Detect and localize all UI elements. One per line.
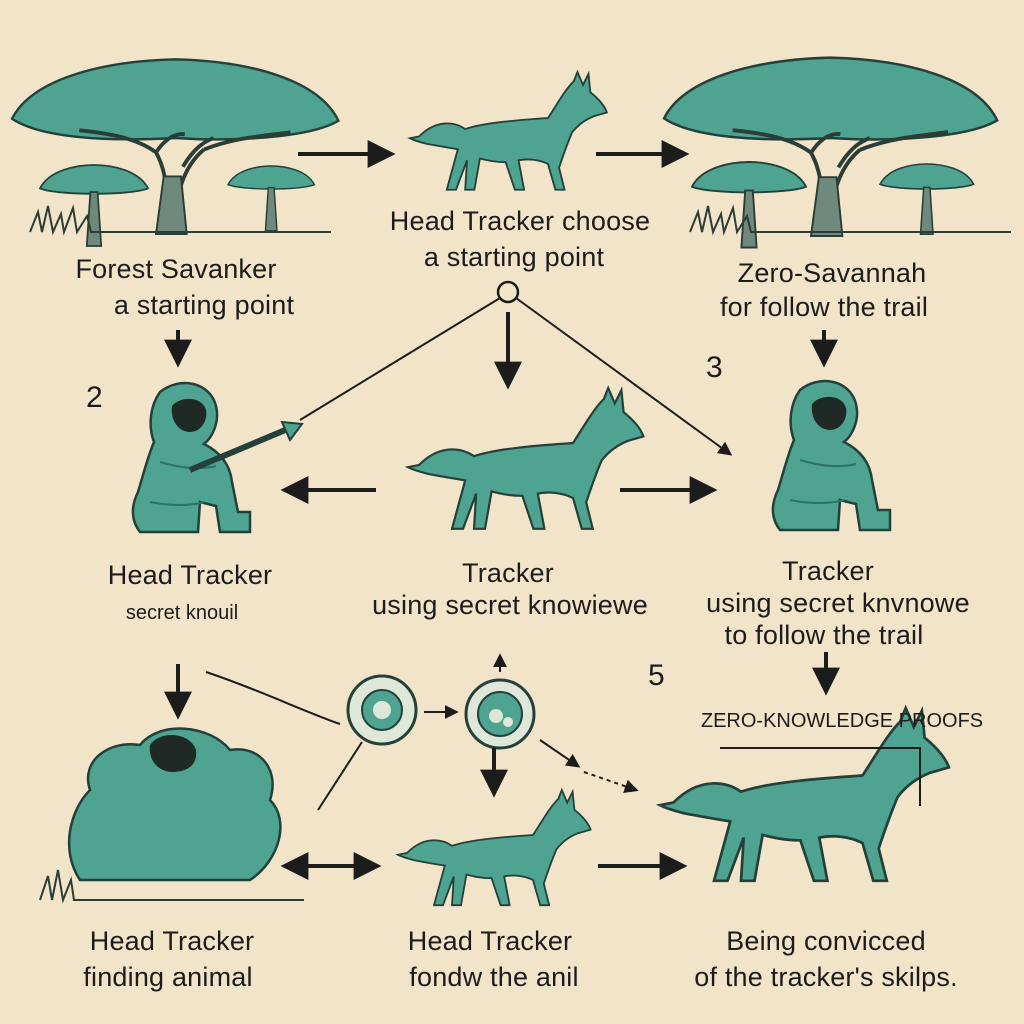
label-bot-left-2: finding animal [83, 962, 253, 992]
label-forest-title: Forest Savanker [75, 254, 277, 284]
acacia-tree-left [10, 57, 341, 236]
line-node-right [515, 297, 733, 456]
arrow-to-jackal [539, 739, 581, 768]
tracker-spear [188, 425, 292, 473]
label-mid-left-2: secret knouil [125, 602, 239, 624]
line-to-circle [205, 671, 341, 725]
zkp-bracket [720, 747, 921, 806]
label-bot-right-1: Being convicced [726, 926, 926, 956]
label-bot-left-1: Head Tracker [89, 926, 255, 956]
label-mid-right-3: to follow the trail [724, 620, 924, 650]
label-savannah-sub: for follow the trail [719, 292, 929, 322]
jackal-top [409, 71, 608, 191]
label-top-mid-2: a starting point [423, 242, 605, 272]
step-number-2: 2 [86, 381, 103, 414]
spear-tip [280, 420, 304, 442]
label-mid-left-1: Head Tracker [107, 560, 273, 590]
grass-top-left [29, 204, 331, 236]
label-zkp: ZERO-KNOWLEDGE PROOFS [700, 710, 984, 732]
label-top-mid-1: Head Tracker choose [389, 206, 651, 236]
jackal-center [406, 386, 645, 530]
line-node-left [299, 297, 501, 421]
acacia-tree-right [662, 55, 1000, 238]
label-mid-right-1: Tracker [782, 556, 874, 586]
label-mid-center-1: Tracker [462, 558, 554, 588]
mushroom-tree-left-b [227, 165, 316, 232]
bush-with-tracker [39, 727, 304, 904]
label-bot-right-2: of the tracker's skilps. [694, 962, 958, 992]
mushroom-tree-right-b [879, 163, 975, 235]
label-forest-sub: a starting point [113, 290, 295, 320]
label-bot-mid-2: fondw the anil [409, 962, 579, 992]
label-savannah-title: Zero-Savannah [737, 258, 927, 288]
mushroom-tree-left-a [39, 164, 149, 247]
line-circle-down [317, 741, 363, 811]
hooded-tracker-left [131, 381, 252, 534]
zk-proof-circle-left [346, 674, 418, 746]
zk-proof-circle-right [464, 678, 536, 750]
start-node [496, 280, 520, 304]
mushroom-tree-right-a [691, 161, 807, 249]
label-mid-right-2: using secret knvnowe [706, 588, 970, 618]
label-bot-mid-1: Head Tracker [407, 926, 573, 956]
hooded-tracker-right [771, 379, 892, 532]
step-number-3: 3 [706, 351, 723, 384]
label-mid-center-2: using secret knowiewe [372, 590, 648, 620]
jackal-bottom-mid [397, 789, 592, 907]
grass-top-right [689, 204, 1011, 236]
step-number-5: 5 [648, 659, 665, 692]
arrow-to-jackal-2 [583, 771, 639, 793]
